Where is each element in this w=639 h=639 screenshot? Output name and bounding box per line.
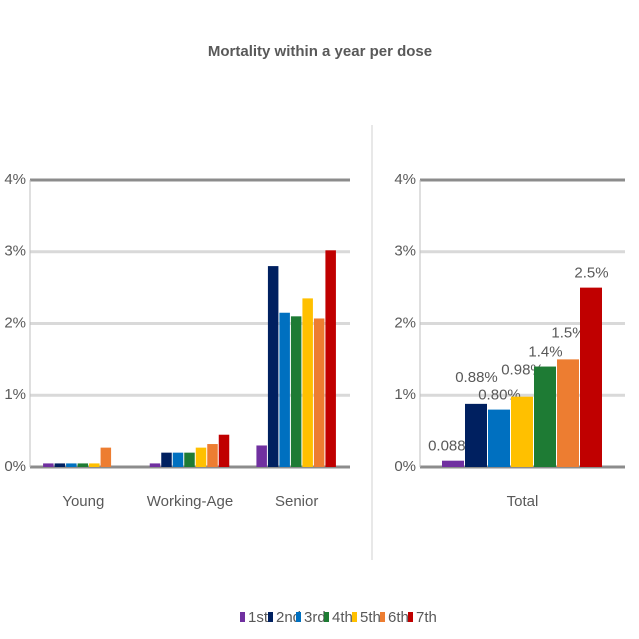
legend-swatch bbox=[324, 612, 329, 622]
legend-swatch bbox=[352, 612, 357, 622]
bar bbox=[195, 447, 207, 467]
bar bbox=[290, 316, 302, 467]
bar bbox=[302, 298, 313, 467]
bar bbox=[77, 463, 89, 467]
legend-label: 3rd bbox=[304, 609, 326, 626]
bar bbox=[161, 452, 172, 467]
title: Mortality within a year per dose bbox=[208, 43, 432, 60]
legend-label: 1st bbox=[248, 609, 269, 626]
bar bbox=[207, 444, 218, 467]
legend-label: 7th bbox=[416, 609, 437, 626]
bar bbox=[442, 460, 464, 467]
x-tick-label: Total bbox=[507, 493, 539, 510]
bar bbox=[534, 366, 556, 467]
value-label: 1.4% bbox=[528, 344, 562, 361]
y-tick-label: 4% bbox=[4, 171, 26, 188]
y-tick-label: 3% bbox=[4, 243, 26, 260]
bar bbox=[256, 445, 267, 467]
bar bbox=[279, 312, 290, 467]
value-label: 0.80% bbox=[478, 387, 521, 404]
x-tick-label: Young bbox=[62, 493, 104, 510]
bar bbox=[184, 452, 195, 467]
y-tick-label: 0% bbox=[4, 458, 26, 475]
y-tick-label: 1% bbox=[4, 386, 26, 403]
y-tick-label: 3% bbox=[394, 243, 416, 260]
x-tick-label: Senior bbox=[275, 493, 318, 510]
bar bbox=[54, 463, 66, 467]
bar bbox=[488, 409, 510, 467]
bar bbox=[66, 463, 77, 467]
legend-label: 4th bbox=[332, 609, 353, 626]
bar bbox=[100, 447, 112, 467]
value-label: 0.88% bbox=[455, 369, 498, 386]
y-tick-label: 0% bbox=[394, 458, 416, 475]
bar bbox=[580, 287, 602, 467]
value-label: 0.98% bbox=[501, 362, 544, 379]
bar bbox=[43, 463, 54, 467]
legend-label: 6th bbox=[388, 609, 409, 626]
y-tick-label: 2% bbox=[4, 314, 26, 331]
legend-swatch bbox=[380, 612, 385, 622]
legend-swatch bbox=[240, 612, 245, 622]
bar bbox=[465, 403, 487, 467]
bar bbox=[511, 396, 533, 467]
legend-label: 5th bbox=[360, 609, 381, 626]
legend-swatch bbox=[408, 612, 413, 622]
legend-swatch bbox=[268, 612, 273, 622]
bar bbox=[557, 359, 579, 467]
bar bbox=[313, 318, 325, 467]
legend-label: 2nd bbox=[276, 609, 301, 626]
x-tick-label: Working-Age bbox=[147, 493, 233, 510]
value-label: 2.5% bbox=[574, 265, 608, 282]
bar bbox=[325, 250, 336, 467]
legend-swatch bbox=[296, 612, 301, 622]
value-label: 1.5% bbox=[551, 324, 585, 341]
bar bbox=[149, 463, 161, 467]
y-tick-label: 2% bbox=[394, 314, 416, 331]
y-tick-label: 1% bbox=[394, 386, 416, 403]
bar bbox=[89, 463, 100, 467]
y-tick-label: 4% bbox=[394, 171, 416, 188]
bar bbox=[218, 434, 230, 467]
bar bbox=[267, 266, 279, 467]
bar bbox=[172, 452, 184, 467]
